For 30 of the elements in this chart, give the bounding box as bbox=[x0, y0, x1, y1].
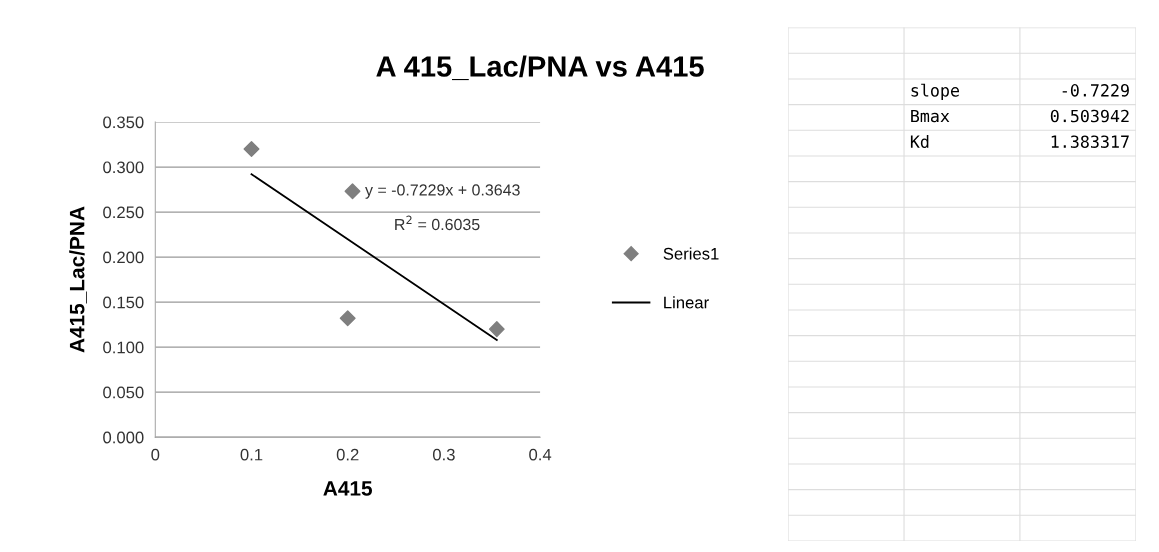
x-tick-label: 0.2 bbox=[336, 448, 359, 461]
text: 0.503942 bbox=[1050, 109, 1129, 123]
y-tick-label: 0.050 bbox=[103, 386, 144, 399]
y-axis-title: A415_Lac/PNA bbox=[69, 206, 87, 353]
y-tick-label: 0.300 bbox=[103, 161, 144, 174]
x-axis-title: A415 bbox=[323, 481, 373, 496]
point bbox=[344, 183, 361, 200]
annotation: y = -0.7229x + 0.3643 bbox=[365, 184, 520, 199]
y-tick-label: 0.200 bbox=[103, 251, 144, 264]
point bbox=[488, 321, 505, 338]
text: Kd bbox=[910, 135, 929, 148]
chart-title: A 415_Lac/PNA vs A415 bbox=[376, 55, 704, 81]
x-tick-label: 0 bbox=[151, 448, 160, 461]
x-tick-label: 0.3 bbox=[432, 448, 455, 461]
annotation: R$^{2}$ = 0.6035 bbox=[395, 215, 480, 231]
x-tick-label: 0.1 bbox=[240, 448, 263, 461]
text: Bmax bbox=[911, 109, 950, 123]
y-tick-label: 0.250 bbox=[103, 206, 144, 219]
point bbox=[339, 310, 356, 327]
text: 1.383317 bbox=[1051, 135, 1129, 148]
legend-label: Series1 bbox=[663, 247, 719, 260]
x-tick-label: 0.4 bbox=[529, 448, 552, 461]
y-tick-label: 0.100 bbox=[103, 341, 144, 354]
text: slope bbox=[911, 83, 959, 100]
y-tick-label: 0.000 bbox=[103, 431, 144, 444]
legend-label: Linear bbox=[664, 296, 709, 309]
y-tick-label: 0.150 bbox=[103, 296, 144, 309]
point bbox=[243, 141, 260, 157]
y-tick-label: 0.350 bbox=[103, 116, 144, 129]
text: -0.7229 bbox=[1062, 84, 1129, 97]
